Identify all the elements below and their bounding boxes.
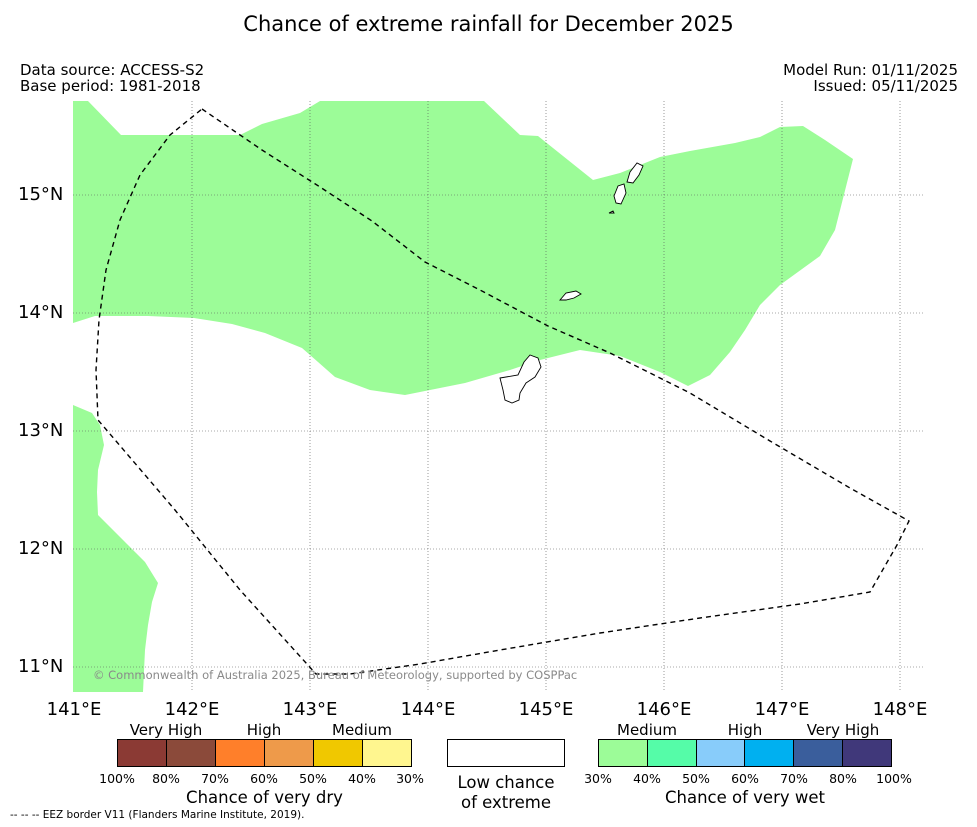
- island-aguijan: [608, 210, 615, 214]
- wet-swatch: [843, 740, 891, 766]
- wet-colorbar: [598, 739, 892, 767]
- data-source-block: Data source: ACCESS-S2 Base period: 1981…: [20, 62, 204, 94]
- dry-cat-very-high: Very High: [129, 721, 203, 739]
- wet-swatch: [599, 740, 648, 766]
- dry-tick: 80%: [152, 771, 180, 786]
- wet-tick: 100%: [876, 771, 912, 786]
- wet-tick: 70%: [780, 771, 808, 786]
- wet-cat-medium: Medium: [617, 721, 677, 739]
- eez-border: [95, 108, 910, 675]
- lon-label-145e: 145°E: [518, 699, 574, 720]
- dry-swatch: [265, 740, 314, 766]
- dry-colorbar: [117, 739, 412, 767]
- copyright-notice: © Commonwealth of Australia 2025, Bureau…: [93, 668, 578, 682]
- lat-label-11n: 11°N: [18, 656, 64, 677]
- wet-swatch: [647, 740, 697, 766]
- dry-legend-title: Chance of very dry: [186, 788, 343, 807]
- dry-swatch: [118, 740, 167, 766]
- lat-label-14n: 14°N: [18, 302, 64, 323]
- low-chance-label: Low chance of extreme: [430, 773, 582, 813]
- lon-label-148e: 148°E: [872, 699, 928, 720]
- wet-cat-very-high: Very High: [806, 721, 880, 739]
- wet-region-southwest: [73, 405, 158, 692]
- wet-swatch: [745, 740, 795, 766]
- dry-cat-high: High: [246, 721, 282, 739]
- islands: [499, 162, 644, 404]
- island-saipan: [626, 162, 644, 184]
- data-source-text: Data source: ACCESS-S2: [20, 61, 205, 79]
- dry-swatch: [167, 740, 216, 766]
- dry-cat-medium: Medium: [332, 721, 392, 739]
- low-chance-line1: Low chance: [457, 773, 555, 792]
- dry-tick: 30%: [396, 771, 424, 786]
- eez-footnote: -- -- -- EEZ border V11 (Flanders Marine…: [10, 809, 305, 821]
- wet-cat-high: High: [727, 721, 763, 739]
- wet-swatch: [794, 740, 844, 766]
- lon-label-147e: 147°E: [754, 699, 810, 720]
- lon-label-142e: 142°E: [164, 699, 220, 720]
- low-chance-line2: of extreme: [460, 793, 552, 812]
- wet-tick: 30%: [584, 771, 612, 786]
- island-rota: [559, 290, 582, 301]
- lat-label-15n: 15°N: [18, 184, 64, 205]
- dry-swatch: [314, 740, 363, 766]
- wet-medium-regions: [73, 101, 853, 692]
- map-title: Chance of extreme rainfall for December …: [243, 12, 734, 36]
- base-period-text: Base period: 1981-2018: [20, 77, 201, 95]
- graticule: [73, 101, 925, 692]
- wet-tick: 50%: [682, 771, 710, 786]
- dry-tick: 40%: [348, 771, 376, 786]
- lat-label-12n: 12°N: [18, 538, 64, 559]
- model-run-text: Model Run: 01/11/2025: [783, 61, 958, 79]
- wet-legend-title: Chance of very wet: [665, 788, 825, 807]
- low-chance-swatch: [447, 739, 565, 767]
- island-tinian: [613, 183, 627, 205]
- wet-tick: 60%: [731, 771, 759, 786]
- wet-tick: 40%: [633, 771, 661, 786]
- wet-tick: 80%: [829, 771, 857, 786]
- lat-label-13n: 13°N: [18, 420, 64, 441]
- dry-swatch: [363, 740, 411, 766]
- lon-label-144e: 144°E: [400, 699, 456, 720]
- lon-label-143e: 143°E: [282, 699, 338, 720]
- wet-region-north: [73, 101, 853, 395]
- dry-tick: 70%: [201, 771, 229, 786]
- model-run-block: Model Run: 01/11/2025 Issued: 05/11/2025: [783, 62, 958, 94]
- dry-tick: 60%: [250, 771, 278, 786]
- wet-swatch: [696, 740, 746, 766]
- lon-label-141e: 141°E: [46, 699, 102, 720]
- dry-tick: 50%: [299, 771, 327, 786]
- dry-swatch: [216, 740, 265, 766]
- issued-text: Issued: 05/11/2025: [813, 77, 958, 95]
- island-guam: [499, 354, 542, 404]
- lon-label-146e: 146°E: [636, 699, 692, 720]
- dry-tick: 100%: [99, 771, 135, 786]
